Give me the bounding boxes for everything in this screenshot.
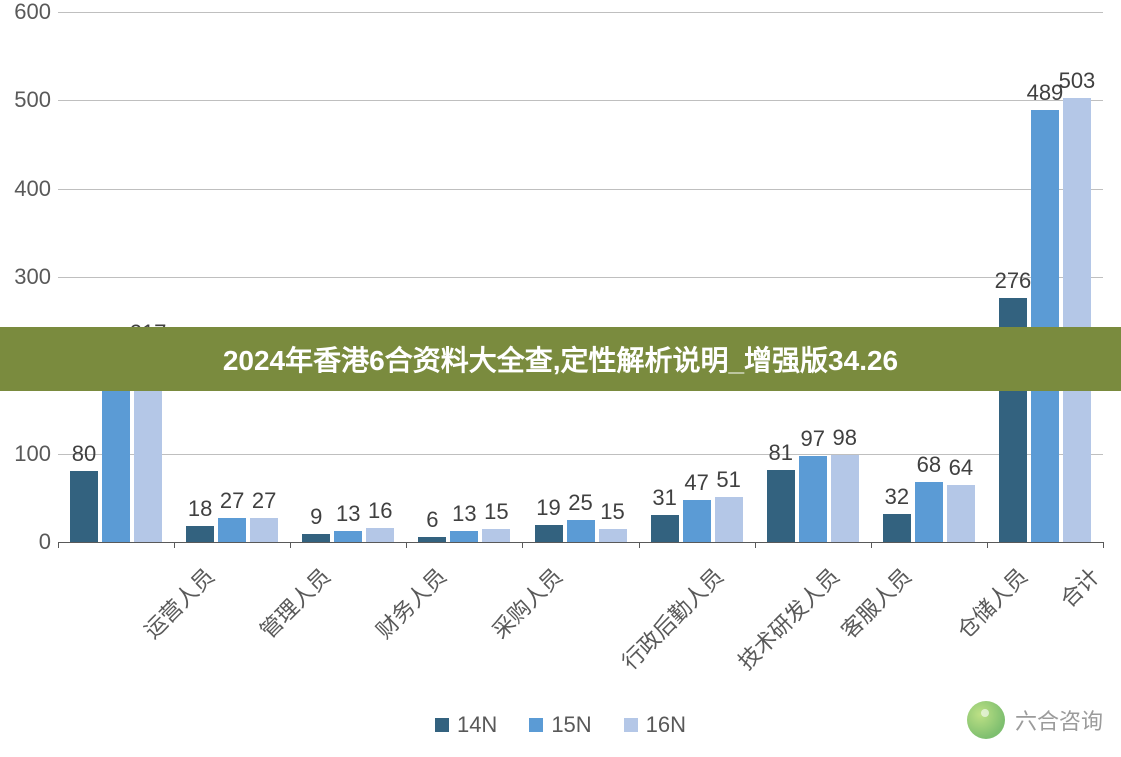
x-tick — [58, 542, 59, 548]
bar — [218, 518, 246, 542]
bar — [302, 534, 330, 542]
bar-value-label: 16 — [368, 498, 392, 524]
watermark: 六合咨询 — [967, 701, 1103, 739]
legend-label: 16N — [646, 712, 686, 738]
bar-value-label: 68 — [917, 452, 941, 478]
category-label: 行政后勤人员 — [613, 560, 729, 676]
bar — [70, 471, 98, 542]
y-tick-label: 300 — [1, 264, 51, 290]
bar — [186, 526, 214, 542]
category-label: 运营人员 — [136, 560, 221, 645]
bar-value-label: 27 — [252, 488, 276, 514]
legend-label: 15N — [551, 712, 591, 738]
wechat-icon — [967, 701, 1005, 739]
legend-item: 14N — [435, 712, 497, 738]
legend-item: 16N — [624, 712, 686, 738]
category-label: 采购人员 — [484, 560, 569, 645]
y-tick-label: 400 — [1, 176, 51, 202]
bar — [450, 531, 478, 542]
y-tick-label: 600 — [1, 0, 51, 25]
x-tick — [755, 542, 756, 548]
bar — [947, 485, 975, 542]
bar-value-label: 18 — [188, 496, 212, 522]
bar — [250, 518, 278, 542]
bar — [599, 529, 627, 542]
bar — [883, 514, 911, 542]
bar — [715, 497, 743, 542]
bar-value-label: 15 — [600, 499, 624, 525]
bar-value-label: 503 — [1059, 68, 1096, 94]
legend-swatch — [529, 718, 543, 732]
category-label: 技术研发人员 — [729, 560, 845, 676]
bar-value-label: 31 — [652, 485, 676, 511]
x-tick — [639, 542, 640, 548]
bar-value-label: 51 — [716, 467, 740, 493]
x-tick — [406, 542, 407, 548]
bar-value-label: 47 — [684, 470, 708, 496]
bar — [651, 515, 679, 542]
bar-value-label: 27 — [220, 488, 244, 514]
y-tick-label: 0 — [1, 529, 51, 555]
grouped-bar-chart: 0100200300400500600 80199217182727913166… — [0, 0, 1121, 757]
bar — [567, 520, 595, 542]
overlay-banner-text: 2024年香港6合资料大全查,定性解析说明_增强版34.26 — [223, 339, 898, 379]
bar-value-label: 19 — [536, 495, 560, 521]
bar-value-label: 276 — [995, 268, 1032, 294]
x-tick — [987, 542, 988, 548]
bar — [683, 500, 711, 542]
legend-label: 14N — [457, 712, 497, 738]
overlay-banner: 2024年香港6合资料大全查,定性解析说明_增强版34.26 — [0, 327, 1121, 391]
plot-area: 8019921718272791316613151925153147518197… — [58, 12, 1103, 542]
category-label: 财务人员 — [368, 560, 453, 645]
bar-value-label: 6 — [426, 507, 438, 533]
legend: 14N 15N 16N — [0, 712, 1121, 738]
x-tick — [174, 542, 175, 548]
category-label: 客服人员 — [832, 560, 917, 645]
bar-value-label: 32 — [885, 484, 909, 510]
y-tick-label: 500 — [1, 87, 51, 113]
bar-value-label: 13 — [336, 501, 360, 527]
bar-value-label: 25 — [568, 490, 592, 516]
bar — [102, 366, 130, 542]
x-axis-line — [58, 542, 1103, 543]
category-label: 管理人员 — [252, 560, 337, 645]
bar — [915, 482, 943, 542]
x-tick — [290, 542, 291, 548]
bar-value-label: 81 — [768, 440, 792, 466]
category-label: 仓储人员 — [949, 560, 1034, 645]
bar — [767, 470, 795, 542]
bar — [799, 456, 827, 542]
bar-value-label: 80 — [72, 441, 96, 467]
watermark-text: 六合咨询 — [1015, 704, 1103, 736]
bar-value-label: 97 — [800, 426, 824, 452]
x-tick — [522, 542, 523, 548]
x-tick — [1103, 542, 1104, 548]
bar — [1063, 98, 1091, 542]
bar-value-label: 15 — [484, 499, 508, 525]
legend-swatch — [624, 718, 638, 732]
bar-value-label: 64 — [949, 455, 973, 481]
bar — [482, 529, 510, 542]
bar — [535, 525, 563, 542]
bar-value-label: 98 — [832, 425, 856, 451]
x-tick — [871, 542, 872, 548]
bar-value-label: 9 — [310, 504, 322, 530]
y-tick-label: 100 — [1, 441, 51, 467]
bar — [831, 455, 859, 542]
bar — [366, 528, 394, 542]
bar-value-label: 13 — [452, 501, 476, 527]
category-label: 合计 — [1052, 560, 1106, 614]
legend-item: 15N — [529, 712, 591, 738]
legend-swatch — [435, 718, 449, 732]
bar — [334, 531, 362, 542]
